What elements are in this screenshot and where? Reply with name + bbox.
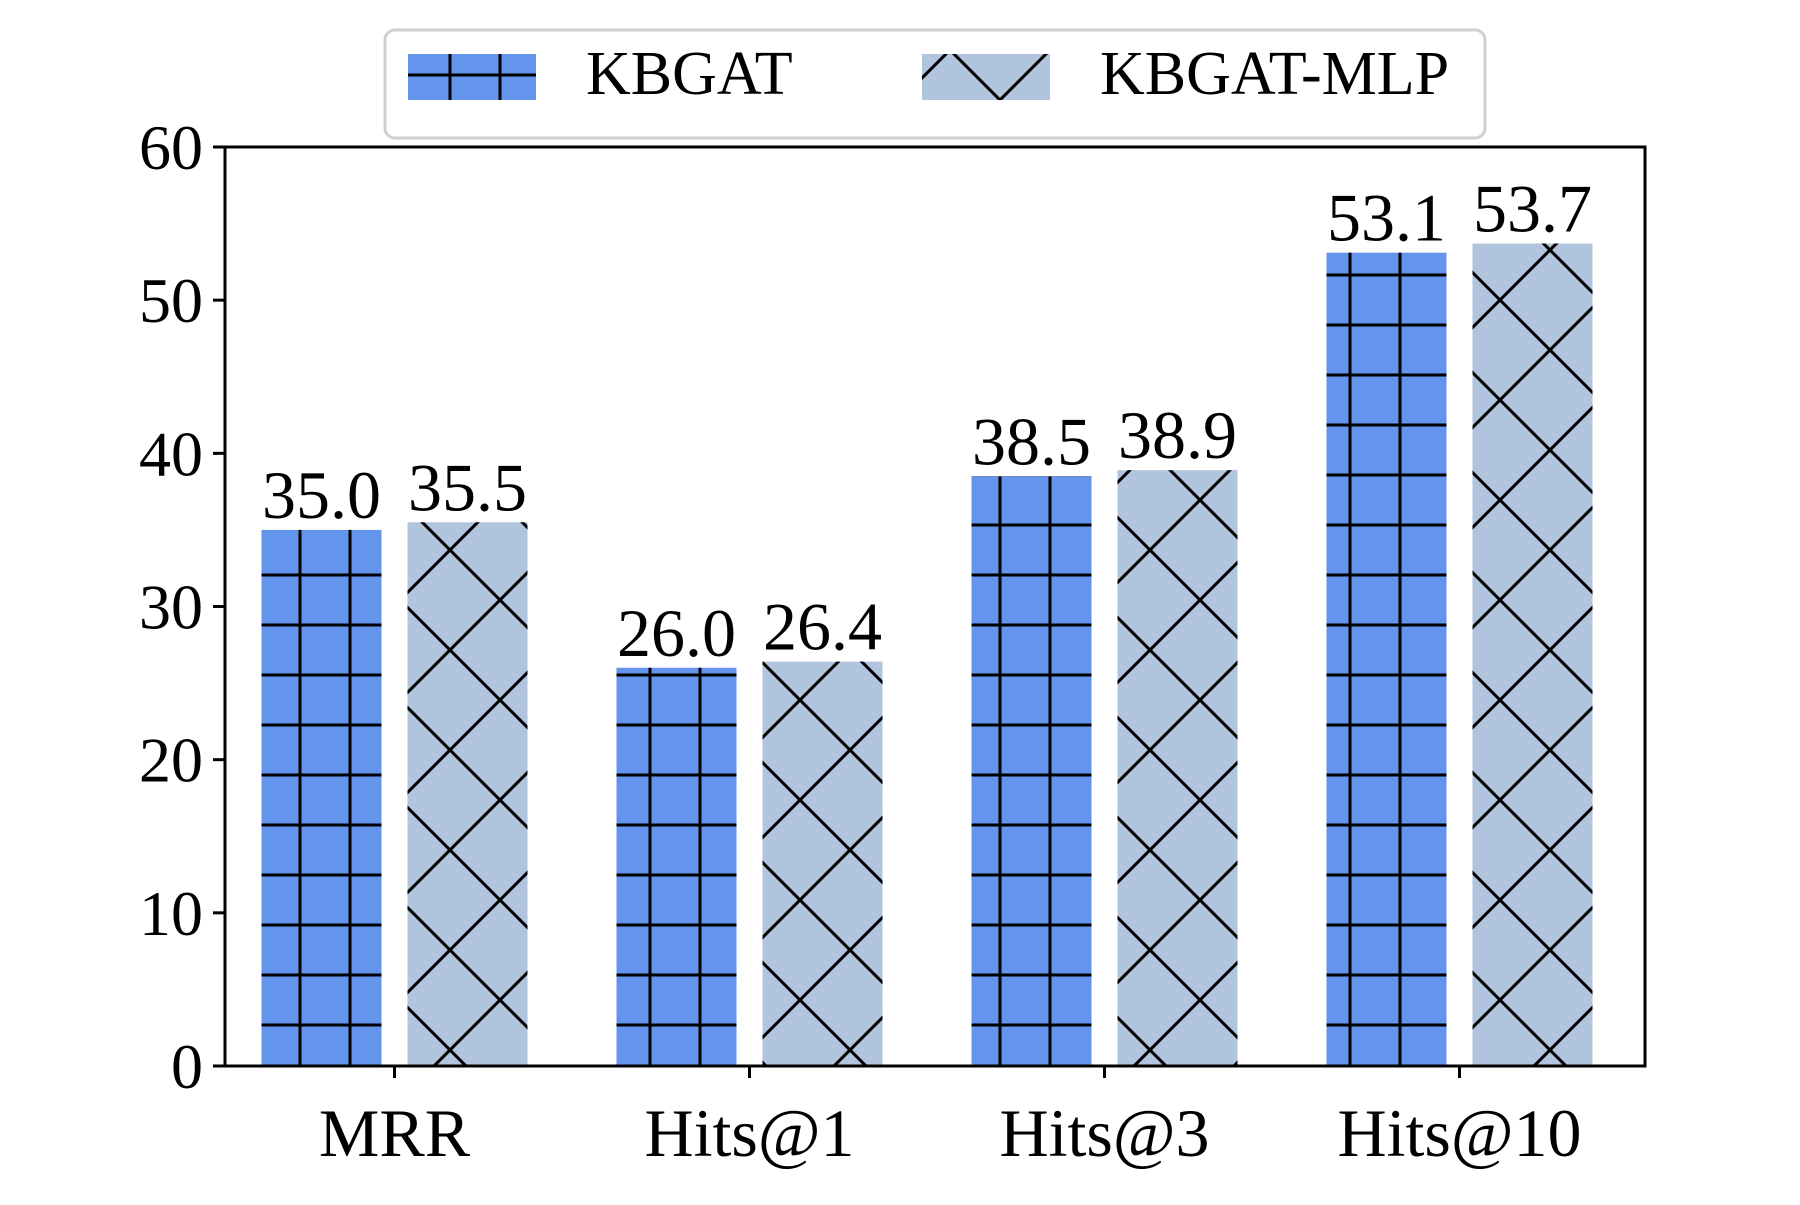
- y-tick-label: 20: [139, 725, 203, 796]
- legend: KBGAT KBGAT-MLP: [383, 28, 1487, 140]
- data-label: 38.9: [1118, 397, 1237, 473]
- data-label: 53.1: [1327, 180, 1446, 256]
- y-tick-label: 30: [139, 572, 203, 643]
- x-tick-label: Hits@3: [1000, 1095, 1210, 1171]
- bar-hatch: [1117, 470, 1238, 1067]
- bar-hatch: [616, 667, 737, 1066]
- legend-label: KBGAT: [586, 40, 793, 108]
- legend-swatch-hatch: [922, 54, 1050, 100]
- x-tick-label: Hits@10: [1338, 1095, 1582, 1171]
- data-label: 53.7: [1473, 170, 1592, 246]
- data-label: 35.5: [408, 449, 527, 525]
- bar-hatch: [971, 476, 1092, 1066]
- data-label: 38.5: [972, 403, 1091, 479]
- bar-hatch: [1472, 243, 1593, 1066]
- x-tick-label: MRR: [319, 1095, 471, 1171]
- y-tick-label: 60: [139, 112, 203, 183]
- bar-hatch: [1326, 252, 1447, 1066]
- y-tick-label: 40: [139, 418, 203, 489]
- legend-label: KBGAT-MLP: [1100, 40, 1449, 108]
- bar-hatch: [261, 529, 382, 1066]
- y-tick-label: 10: [139, 878, 203, 949]
- axes-group: 0 10 20 30 40 50 60 MRR Hits@1 Hits@3 Hits@10: [139, 112, 1647, 1171]
- data-label: 26.4: [763, 589, 882, 665]
- x-tick-label: Hits@1: [645, 1095, 855, 1171]
- data-labels-group: 35.0 35.5 26.0 26.4 38.5 38.9 53.1 53.7: [262, 170, 1592, 670]
- legend-swatch-hatch: [408, 54, 536, 100]
- bar-hatch: [407, 522, 528, 1066]
- y-tick-label: 50: [139, 265, 203, 336]
- y-tick-label: 0: [171, 1031, 203, 1102]
- bars-group: [261, 243, 1593, 1067]
- bar-hatch: [762, 661, 883, 1066]
- data-label: 35.0: [262, 457, 381, 533]
- data-label: 26.0: [617, 595, 736, 671]
